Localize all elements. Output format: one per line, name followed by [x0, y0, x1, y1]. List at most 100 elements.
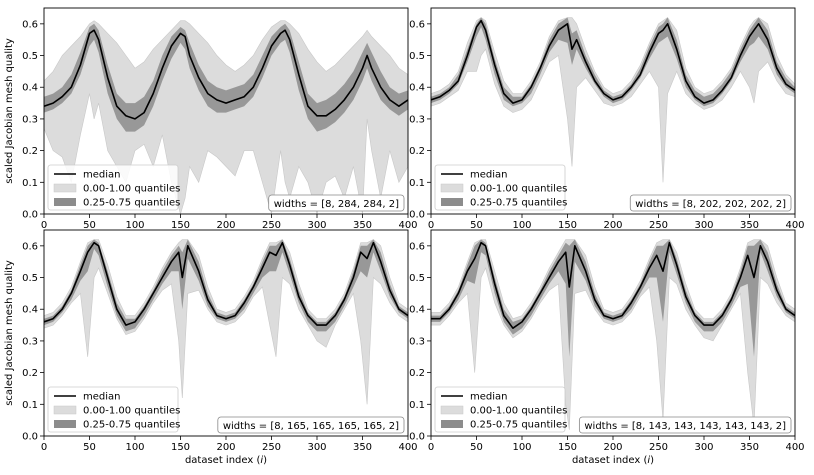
x-tick-label: 100	[512, 220, 531, 231]
y-tick-label: 0.2	[22, 368, 38, 379]
panel-1: 0 50 100 150 200 250 300 350 400 0.0 0.1 0.2 0.3 0.4 0…	[4, 7, 418, 231]
y-tick-label: 0.1	[22, 178, 38, 189]
widths-annotation: widths = [8, 165, 165, 165, 165, 2]	[217, 416, 405, 434]
x-tick-label: 200	[603, 220, 622, 231]
x-tick-label: 350	[353, 220, 372, 231]
y-tick-label: 0.4	[22, 83, 38, 94]
y-tick-label: 0.2	[409, 368, 425, 379]
y-tick-label: 0.1	[22, 400, 38, 411]
x-tick-label: 250	[649, 220, 668, 231]
x-tick-label: 0	[41, 220, 47, 231]
x-tick-label: 150	[171, 220, 190, 231]
legend: median 0.00-1.00 quantiles 0.25-0.75 quant…	[434, 164, 567, 211]
x-tick-label: 300	[307, 442, 326, 453]
x-tick-label: 350	[740, 220, 759, 231]
legend-iqr-band-swatch	[441, 420, 463, 428]
iqr-quantile-band	[44, 239, 408, 332]
legend-entry-label: 0.25-0.75 quantiles	[470, 420, 567, 431]
y-tick-label: 0.3	[22, 336, 38, 347]
y-tick-label: 0.5	[409, 51, 425, 62]
y-tick-label: 0.5	[22, 51, 38, 62]
widths-annotation-box	[578, 416, 792, 434]
iqr-quantile-band	[44, 23, 408, 132]
legend-box	[434, 386, 566, 433]
median-line	[431, 241, 795, 329]
x-tick-label: 250	[649, 442, 668, 453]
legend-entry-label: 0.00-1.00 quantiles	[470, 406, 567, 417]
legend-entry-label: median	[470, 170, 508, 181]
legend-entry-label: median	[83, 170, 121, 181]
y-tick-label: 0.4	[409, 83, 425, 94]
x-axis-label: dataset index (i)	[185, 455, 267, 466]
widths-annotation: widths = [8, 143, 143, 143, 143, 143, 2]	[578, 416, 792, 434]
legend-box	[47, 386, 179, 433]
y-tick-label: 0.1	[409, 178, 425, 189]
iqr-quantile-band	[431, 239, 795, 357]
legend-box	[47, 164, 179, 211]
plot-area	[431, 17, 795, 183]
x-tick-label: 400	[398, 220, 417, 231]
widths-annotation: widths = [8, 202, 202, 202, 2]	[629, 194, 792, 212]
plot-area	[431, 239, 795, 430]
y-tick-label: 0.0	[22, 432, 38, 443]
x-tick-label: 100	[512, 442, 531, 453]
legend-entry-label: median	[470, 392, 508, 403]
x-tick-label: 50	[470, 220, 483, 231]
panel-4: 0 50 100 150 200 250 300 350 400 0.0 0.1 0.2 0.3 0.4 0…	[409, 229, 805, 466]
panel-2: 0 50 100 150 200 250 300 350 400 0.0 0.1 0.2 0.3 0.4 0…	[409, 7, 805, 231]
widths-annotation-text: widths = [8, 202, 202, 202, 2]	[635, 199, 786, 210]
legend-entry-label: median	[83, 392, 121, 403]
legend-entry-label: 0.25-0.75 quantiles	[470, 198, 567, 209]
legend-entry-label: 0.00-1.00 quantiles	[83, 184, 180, 195]
x-tick-label: 200	[603, 442, 622, 453]
legend: median 0.00-1.00 quantiles 0.25-0.75 quant…	[47, 386, 180, 433]
legend: median 0.00-1.00 quantiles 0.25-0.75 quant…	[47, 164, 180, 211]
x-tick-label: 50	[83, 220, 96, 231]
legend-entry-label: 0.00-1.00 quantiles	[83, 406, 180, 417]
iqr-quantile-band	[431, 17, 795, 107]
legend: median 0.00-1.00 quantiles 0.25-0.75 quant…	[434, 386, 567, 433]
panel-3: 0 50 100 150 200 250 300 350 400 0.0 0.1 0.2 0.3 0.4 0…	[4, 229, 418, 466]
median-line	[44, 29, 408, 120]
x-tick-label: 400	[785, 220, 804, 231]
widths-annotation: widths = [8, 284, 284, 2]	[268, 194, 405, 212]
y-tick-label: 0.0	[22, 210, 38, 221]
widths-annotation-box	[629, 194, 792, 212]
legend-entry-label: 0.00-1.00 quantiles	[470, 184, 567, 195]
x-axis-label: dataset index (i)	[572, 455, 654, 466]
y-tick-label: 0.4	[409, 305, 425, 316]
x-tick-label: 0	[428, 220, 434, 231]
x-tick-label: 0	[428, 442, 434, 453]
y-axis-label: scaled Jacobian mesh quality	[4, 260, 15, 406]
y-tick-label: 0.6	[409, 241, 425, 252]
widths-annotation-text: widths = [8, 284, 284, 2]	[274, 199, 399, 210]
y-tick-label: 0.0	[409, 210, 425, 221]
y-tick-label: 0.3	[409, 336, 425, 347]
plot-area	[44, 239, 408, 405]
legend-full-band-swatch	[440, 183, 464, 193]
x-tick-label: 200	[216, 442, 235, 453]
widths-annotation-box	[268, 194, 405, 212]
x-tick-label: 300	[694, 442, 713, 453]
legend-iqr-band-swatch	[54, 198, 76, 206]
y-tick-label: 0.3	[22, 114, 38, 125]
legend-full-band-swatch	[440, 405, 464, 415]
x-tick-label: 400	[785, 442, 804, 453]
y-tick-label: 0.4	[22, 305, 38, 316]
y-tick-label: 0.6	[22, 241, 38, 252]
legend-entry-label: 0.25-0.75 quantiles	[83, 198, 180, 209]
x-tick-label: 50	[83, 442, 96, 453]
y-axis-label: scaled Jacobian mesh quality	[4, 38, 15, 184]
y-tick-label: 0.3	[409, 114, 425, 125]
x-tick-label: 350	[740, 442, 759, 453]
y-tick-label: 0.0	[409, 432, 425, 443]
y-tick-label: 0.1	[409, 400, 425, 411]
widths-annotation-text: widths = [8, 165, 165, 165, 165, 2]	[223, 421, 399, 432]
median-line	[44, 241, 408, 326]
legend-iqr-band-swatch	[54, 420, 76, 428]
y-tick-label: 0.2	[22, 146, 38, 157]
y-tick-label: 0.5	[409, 273, 425, 284]
legend-full-band-swatch	[53, 405, 77, 415]
x-tick-label: 150	[171, 442, 190, 453]
y-tick-label: 0.5	[22, 273, 38, 284]
